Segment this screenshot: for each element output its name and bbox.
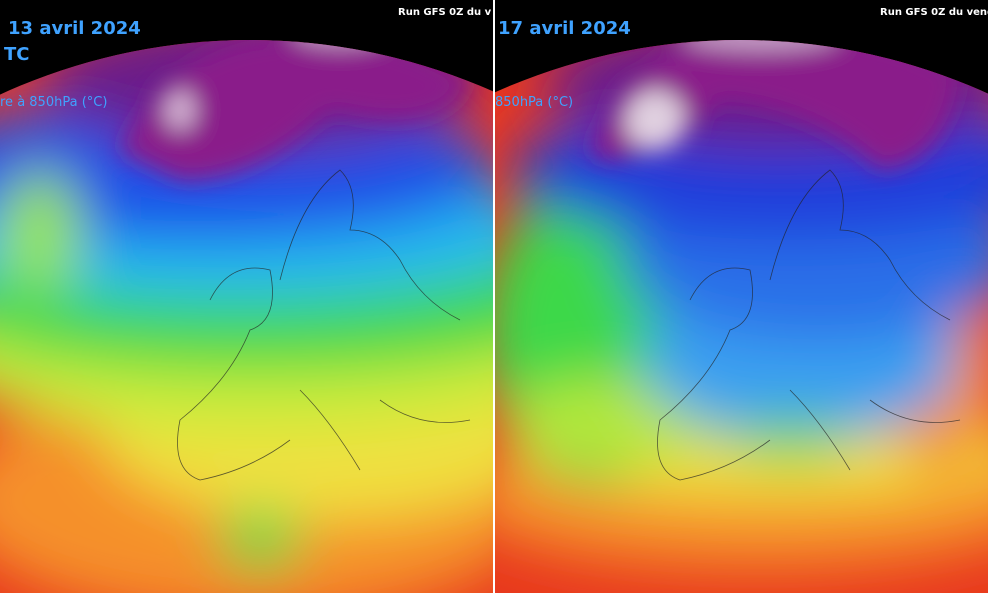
map-panel-right: 17 avril 2024 850hPa (°C) Run GFS 0Z du …	[495, 0, 988, 593]
time-label: TC	[4, 44, 30, 65]
field-label: re à 850hPa (°C)	[0, 95, 107, 110]
run-label: Run GFS 0Z du vend	[880, 7, 988, 18]
divider	[493, 0, 495, 593]
run-label: Run GFS 0Z du v	[398, 7, 492, 18]
date-label: 13 avril 2024	[8, 18, 141, 39]
coastlines	[657, 169, 961, 481]
coastlines	[177, 169, 471, 481]
field-label: 850hPa (°C)	[495, 95, 573, 110]
map-panel-left: 13 avril 2024 TC re à 850hPa (°C) Run GF…	[0, 7, 493, 593]
date-label: 17 avril 2024	[498, 18, 631, 39]
